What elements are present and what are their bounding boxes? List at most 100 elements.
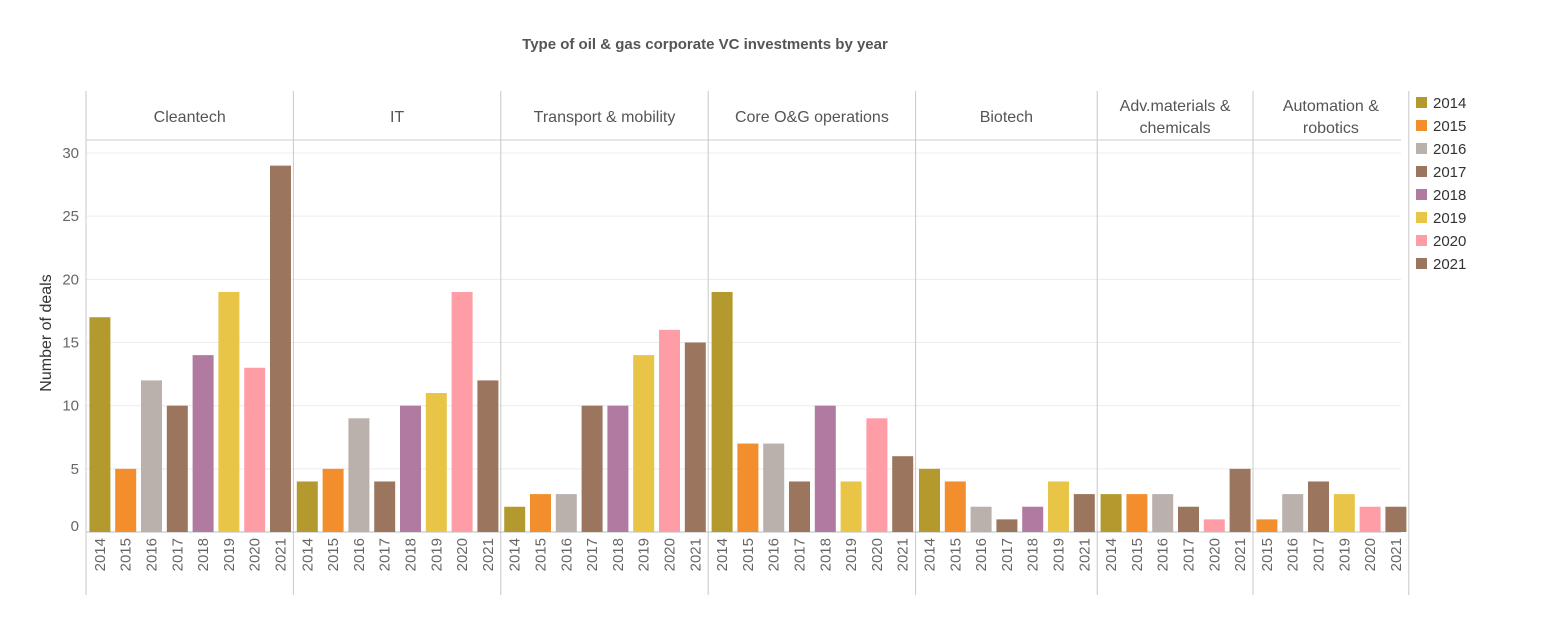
bar [1229, 468, 1251, 532]
bar [919, 468, 940, 532]
x-tick-label: 2017 [792, 538, 809, 571]
bar [1022, 506, 1044, 532]
panel-label: IT [390, 109, 404, 126]
x-tick-label: 2016 [973, 538, 990, 571]
x-tick-label: 2016 [351, 538, 368, 571]
x-tick-label: 2015 [118, 538, 135, 571]
x-tick-label: 2020 [454, 538, 471, 571]
x-tick-label: 2015 [1259, 538, 1276, 571]
x-tick-label: 2016 [558, 538, 575, 571]
legend: 2014 2015 2016 2017 2018 2019 2020 2021 [1416, 95, 1466, 273]
bar [892, 456, 914, 532]
x-tick-label: 2014 [714, 538, 731, 571]
bar [218, 291, 240, 532]
bar [166, 405, 188, 532]
panel-label: Adv.materials & [1120, 98, 1231, 115]
bar [659, 329, 680, 532]
legend-swatch [1416, 97, 1427, 108]
x-tick-label: 2021 [480, 538, 497, 571]
bar [400, 405, 421, 532]
bar [348, 418, 370, 532]
legend-label: 2018 [1433, 187, 1466, 204]
x-tick-label: 2014 [507, 538, 524, 571]
bar [1282, 494, 1304, 532]
panel-label: robotics [1303, 120, 1359, 137]
bar [1073, 494, 1095, 532]
x-tick-label: 2018 [610, 538, 627, 571]
bar [1048, 481, 1069, 532]
x-tick-label: 2017 [999, 538, 1016, 571]
legend-swatch [1416, 212, 1427, 223]
bar [763, 443, 785, 532]
x-tick-label: 2017 [169, 538, 186, 571]
bar [840, 481, 862, 532]
bar [192, 355, 214, 532]
y-tick-label: 30 [62, 145, 79, 162]
bar [1308, 481, 1329, 532]
bar [530, 494, 551, 532]
legend-swatch [1416, 143, 1427, 154]
y-tick-label: 25 [62, 208, 79, 225]
legend-swatch [1416, 189, 1427, 200]
bar [814, 405, 836, 532]
x-tick-label: 2021 [687, 538, 704, 571]
bar [1385, 506, 1407, 532]
bar [1178, 506, 1199, 532]
x-tick-label: 2021 [895, 538, 912, 571]
x-tick-label: 2021 [273, 538, 290, 571]
x-tick-label: 2014 [1103, 538, 1120, 571]
bar [425, 393, 447, 532]
x-tick-label: 2015 [740, 538, 757, 571]
bar [711, 291, 733, 532]
legend-label: 2017 [1433, 164, 1466, 181]
bar [944, 481, 966, 532]
bar [1100, 494, 1122, 532]
x-tick-label: 2019 [1051, 538, 1068, 571]
bar [1126, 494, 1148, 532]
panel: Core O&G operations 2014 2015 2016 2017 2018 2… [711, 109, 914, 571]
legend-swatch [1416, 235, 1427, 246]
panel-label: Biotech [980, 109, 1033, 126]
bar [1203, 519, 1225, 532]
y-tick-label: 15 [62, 335, 79, 352]
panel: Biotech 2014 2015 2016 2017 2018 2019 2021 [919, 109, 1095, 571]
x-tick-label: 2014 [92, 538, 109, 571]
panel-label: Transport & mobility [534, 109, 676, 126]
x-tick-label: 2019 [636, 538, 653, 571]
bar [1333, 494, 1355, 532]
x-tick-label: 2019 [843, 538, 860, 571]
x-tick-label: 2018 [403, 538, 420, 571]
bar [1359, 506, 1381, 532]
bar [451, 291, 473, 532]
legend-label: 2020 [1433, 233, 1466, 250]
x-tick-label: 2020 [662, 538, 679, 571]
bar [555, 494, 577, 532]
x-tick-label: 2020 [247, 538, 264, 571]
bar [633, 355, 655, 532]
bar [1152, 494, 1174, 532]
y-tick-label: 10 [62, 398, 79, 415]
bar [115, 468, 137, 532]
x-tick-label: 2018 [195, 538, 212, 571]
panel: Automation & robotics 2015 2016 2017 2019 2020… [1256, 98, 1407, 571]
bar [1256, 519, 1278, 532]
legend-swatch [1416, 258, 1427, 269]
legend-label: 2021 [1433, 256, 1466, 273]
panel: Cleantech 2014 2015 2016 2017 2018 2019 2020 202… [89, 109, 291, 571]
bar [737, 443, 759, 532]
legend-label: 2019 [1433, 210, 1466, 227]
panel-label: Cleantech [154, 109, 226, 126]
bar [996, 519, 1018, 532]
y-tick-label: 20 [62, 271, 79, 288]
panel: IT 2014 2015 2016 2017 2018 2019 2020 2021 [296, 109, 499, 571]
panel-label: Automation & [1283, 98, 1379, 115]
panel: Adv.materials & chemicals 2014 2015 2016 2017… [1100, 98, 1251, 571]
x-tick-label: 2015 [1129, 538, 1146, 571]
legend-swatch [1416, 166, 1427, 177]
bar [296, 481, 318, 532]
panels: Cleantech 2014 2015 2016 2017 2018 2019 2020 202… [89, 98, 1407, 571]
bar [244, 367, 266, 532]
bar [866, 418, 888, 532]
x-tick-label: 2015 [947, 538, 964, 571]
